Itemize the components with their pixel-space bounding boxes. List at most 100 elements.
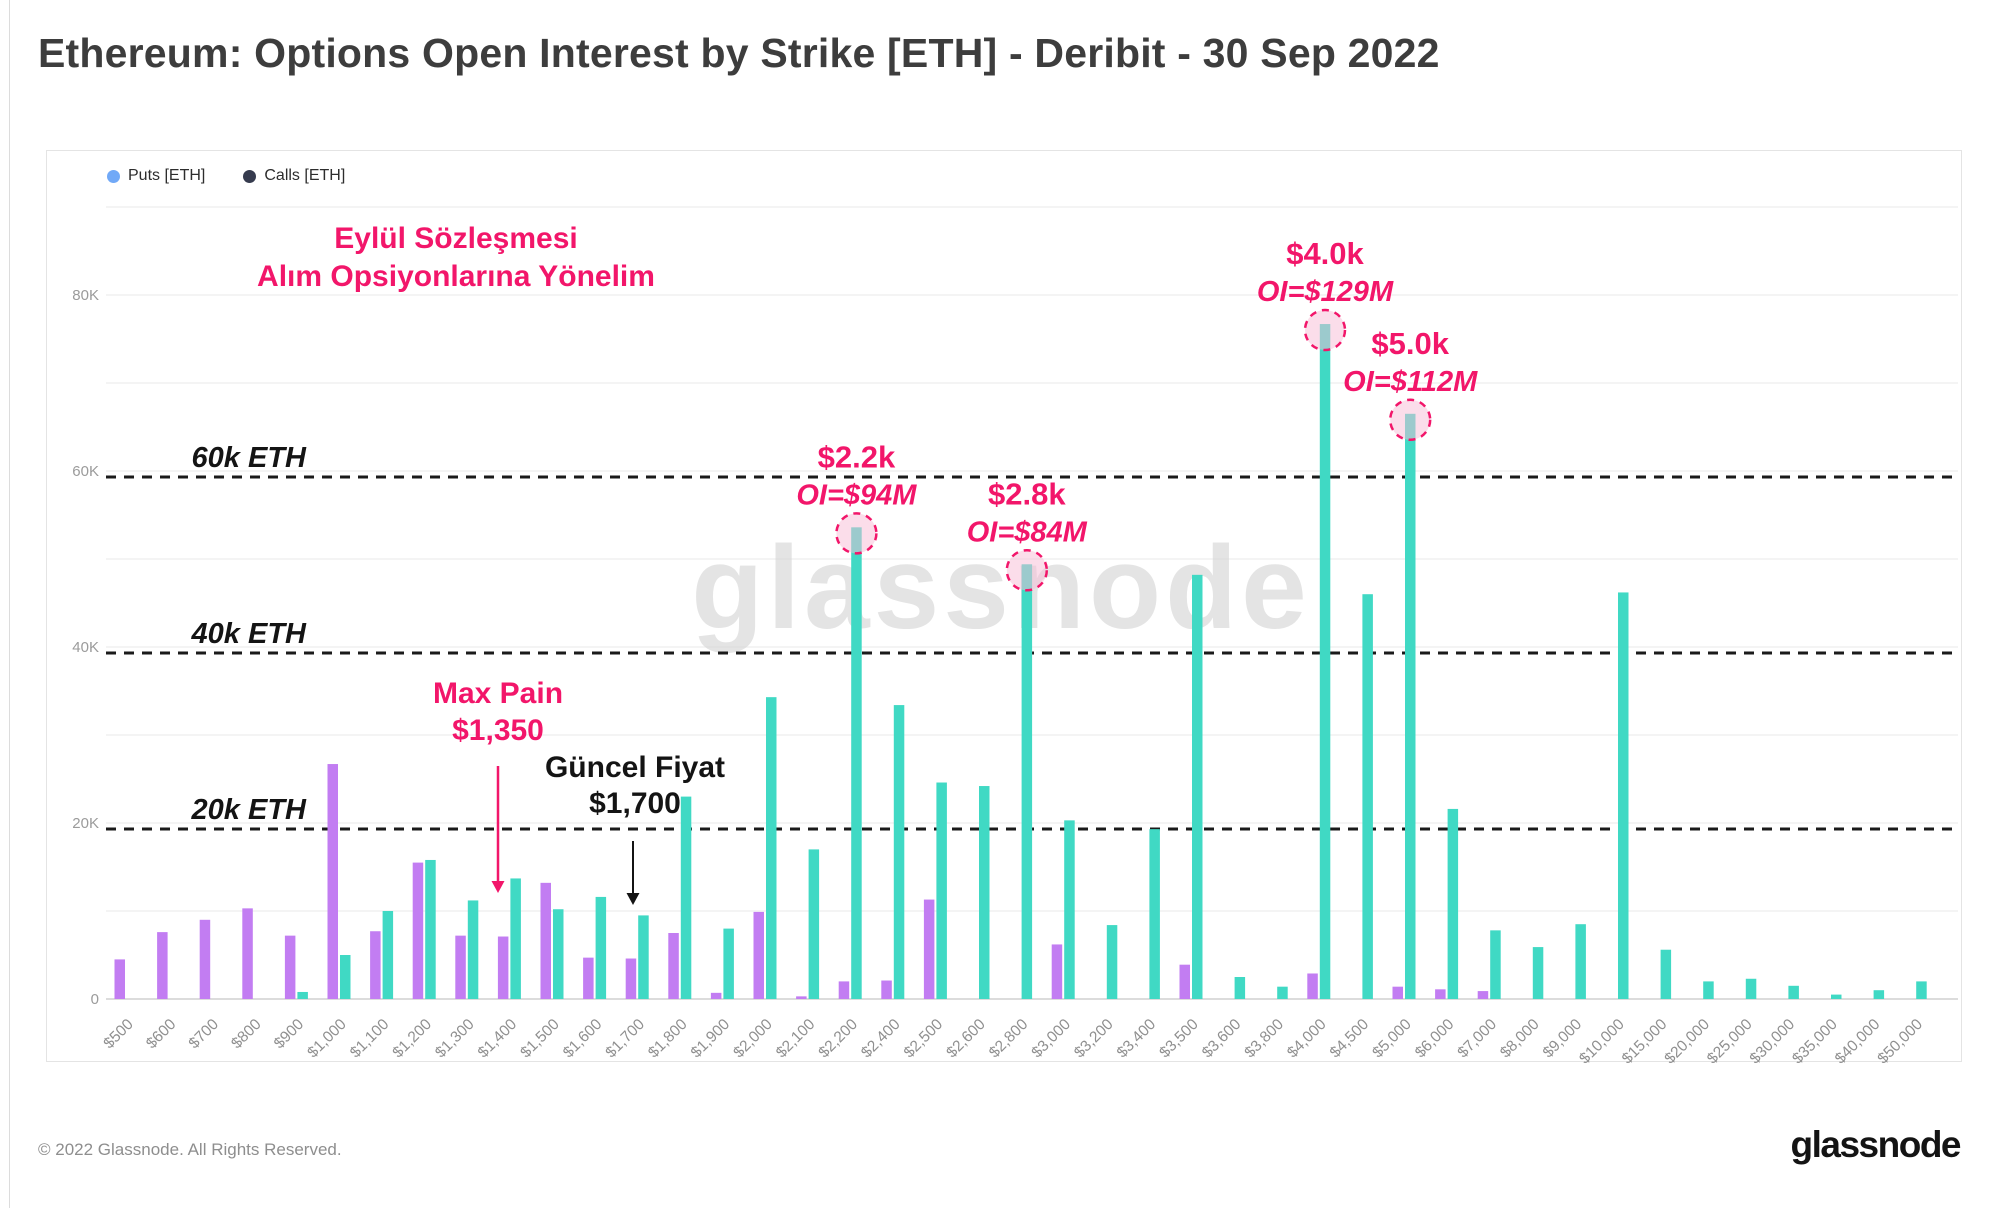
bar-put-1600[interactable] bbox=[583, 957, 594, 999]
bar-call-30000[interactable] bbox=[1788, 985, 1799, 999]
annotation-strike-2200: $2.2k OI=$94M bbox=[796, 439, 917, 555]
x-tick-1500: $1,500 bbox=[517, 1016, 563, 1062]
bar-call-6000[interactable] bbox=[1447, 808, 1459, 999]
bar-call-3800[interactable] bbox=[1277, 986, 1288, 999]
bar-call-10000[interactable] bbox=[1618, 592, 1629, 999]
bar-put-2500[interactable] bbox=[923, 899, 935, 999]
bar-call-5000[interactable] bbox=[1405, 413, 1416, 999]
bar-call-3000[interactable] bbox=[1064, 820, 1075, 999]
bar-call-1600[interactable] bbox=[595, 896, 607, 999]
annotation-strike-2800: $2.8k OI=$84M bbox=[967, 476, 1088, 592]
reference-label-60k-ETH: 60k ETH bbox=[192, 442, 307, 474]
bar-put-1900[interactable] bbox=[710, 992, 722, 999]
annotation-strike-4000: $4.0k OI=$129M bbox=[1257, 236, 1394, 352]
bar-put-1500[interactable] bbox=[540, 882, 552, 999]
bar-put-500[interactable] bbox=[114, 959, 126, 999]
x-tick-1000: $1,000 bbox=[304, 1016, 350, 1062]
bar-call-25000[interactable] bbox=[1745, 978, 1757, 999]
bar-put-900[interactable] bbox=[284, 935, 296, 999]
bar-call-1200[interactable] bbox=[425, 859, 436, 999]
bar-call-1800[interactable] bbox=[680, 796, 692, 999]
bar-call-1300[interactable] bbox=[467, 900, 479, 999]
x-tick-4500: $4,500 bbox=[1327, 1016, 1373, 1062]
bar-call-1700[interactable] bbox=[638, 915, 649, 999]
legend-item-puts[interactable]: Puts [ETH] bbox=[107, 167, 205, 185]
bar-call-4000[interactable] bbox=[1319, 324, 1331, 999]
bar-call-3400[interactable] bbox=[1149, 829, 1160, 999]
x-tick-700: $700 bbox=[186, 1016, 223, 1053]
bar-put-2200[interactable] bbox=[838, 981, 850, 999]
x-tick-5000: $5,000 bbox=[1369, 1016, 1415, 1062]
bar-call-15000[interactable] bbox=[1660, 949, 1672, 999]
bar-call-1100[interactable] bbox=[382, 911, 394, 999]
bar-call-2400[interactable] bbox=[893, 705, 905, 999]
bar-put-1000[interactable] bbox=[327, 764, 339, 999]
bar-call-2500[interactable] bbox=[936, 782, 947, 999]
bar-put-600[interactable] bbox=[157, 932, 168, 999]
bar-put-3500[interactable] bbox=[1179, 964, 1191, 999]
bar-put-4000[interactable] bbox=[1307, 973, 1318, 999]
x-tick-4000: $4,000 bbox=[1284, 1016, 1330, 1062]
bar-put-2100[interactable] bbox=[796, 996, 807, 999]
bar-call-2800[interactable] bbox=[1021, 564, 1033, 999]
bar-call-1400[interactable] bbox=[510, 878, 521, 999]
bar-call-3600[interactable] bbox=[1234, 977, 1246, 999]
x-tick-2400: $2,400 bbox=[858, 1016, 904, 1062]
bar-call-20000[interactable] bbox=[1703, 981, 1714, 999]
chart-card: glassnode 20k ETH 40k ETH 60k ETH 0 20K 40K 60K… bbox=[46, 150, 1962, 1063]
svg-text:OI=$84M: OI=$84M bbox=[967, 516, 1088, 548]
x-tick-1200: $1,200 bbox=[389, 1016, 435, 1062]
x-tick-7000: $7,000 bbox=[1454, 1016, 1500, 1062]
bar-call-35000[interactable] bbox=[1831, 994, 1842, 999]
bar-put-1200[interactable] bbox=[412, 862, 424, 999]
bar-put-700[interactable] bbox=[199, 919, 211, 999]
bar-put-1700[interactable] bbox=[625, 958, 637, 999]
bar-call-2000[interactable] bbox=[766, 697, 777, 999]
bar-call-1500[interactable] bbox=[553, 909, 564, 999]
x-tick-6000: $6,000 bbox=[1412, 1016, 1458, 1062]
bar-call-7000[interactable] bbox=[1490, 930, 1501, 999]
y-tick-20K: 20K bbox=[72, 815, 99, 832]
svg-text:Max Pain: Max Pain bbox=[433, 677, 563, 710]
svg-text:Eylül Sözleşmesi: Eylül Sözleşmesi bbox=[334, 222, 577, 255]
bar-put-3000[interactable] bbox=[1051, 944, 1063, 999]
bar-put-1800[interactable] bbox=[668, 933, 679, 999]
copyright-text: © 2022 Glassnode. All Rights Reserved. bbox=[38, 1140, 342, 1159]
bar-call-3200[interactable] bbox=[1106, 925, 1118, 999]
x-tick-800: $800 bbox=[228, 1016, 265, 1053]
bar-call-40000[interactable] bbox=[1873, 990, 1885, 999]
x-tick-3500: $3,500 bbox=[1156, 1016, 1202, 1062]
reference-label-40k-ETH: 40k ETH bbox=[191, 618, 307, 650]
bar-call-1900[interactable] bbox=[723, 928, 734, 999]
bar-call-3500[interactable] bbox=[1192, 574, 1203, 999]
bar-call-2200[interactable] bbox=[851, 527, 862, 999]
x-tick-500: $500 bbox=[100, 1016, 137, 1053]
annotation-max-pain: Max Pain $1,350 bbox=[433, 677, 563, 893]
bar-call-50000[interactable] bbox=[1916, 981, 1927, 999]
bar-call-1000[interactable] bbox=[340, 955, 351, 999]
calls-legend-label: Calls [ETH] bbox=[264, 167, 346, 184]
chart-legend: Puts [ETH] Calls [ETH] bbox=[107, 167, 345, 185]
bar-put-800[interactable] bbox=[242, 908, 253, 999]
bar-call-4500[interactable] bbox=[1362, 594, 1373, 999]
bar-put-6000[interactable] bbox=[1435, 989, 1446, 999]
bar-call-2600[interactable] bbox=[979, 786, 990, 999]
bar-put-1100[interactable] bbox=[370, 931, 381, 999]
glassnode-watermark: glassnode bbox=[691, 522, 1311, 654]
bar-put-2400[interactable] bbox=[881, 980, 892, 999]
svg-text:OI=$129M: OI=$129M bbox=[1257, 276, 1394, 308]
bar-put-7000[interactable] bbox=[1477, 991, 1489, 999]
bar-put-5000[interactable] bbox=[1392, 986, 1404, 999]
bar-call-2100[interactable] bbox=[808, 849, 820, 999]
bar-put-1400[interactable] bbox=[497, 936, 509, 999]
svg-text:OI=$112M: OI=$112M bbox=[1343, 366, 1478, 398]
bar-put-2000[interactable] bbox=[753, 911, 765, 999]
svg-text:Güncel Fiyat: Güncel Fiyat bbox=[545, 751, 725, 784]
legend-item-calls[interactable]: Calls [ETH] bbox=[243, 167, 345, 185]
bar-put-1300[interactable] bbox=[455, 935, 466, 999]
bar-call-8000[interactable] bbox=[1532, 947, 1544, 999]
bar-call-9000[interactable] bbox=[1575, 924, 1586, 999]
bar-call-900[interactable] bbox=[297, 991, 308, 999]
annotation-september-note: Eylül Sözleşmesi Alım Opsiyonlarına Yönel… bbox=[257, 222, 655, 293]
